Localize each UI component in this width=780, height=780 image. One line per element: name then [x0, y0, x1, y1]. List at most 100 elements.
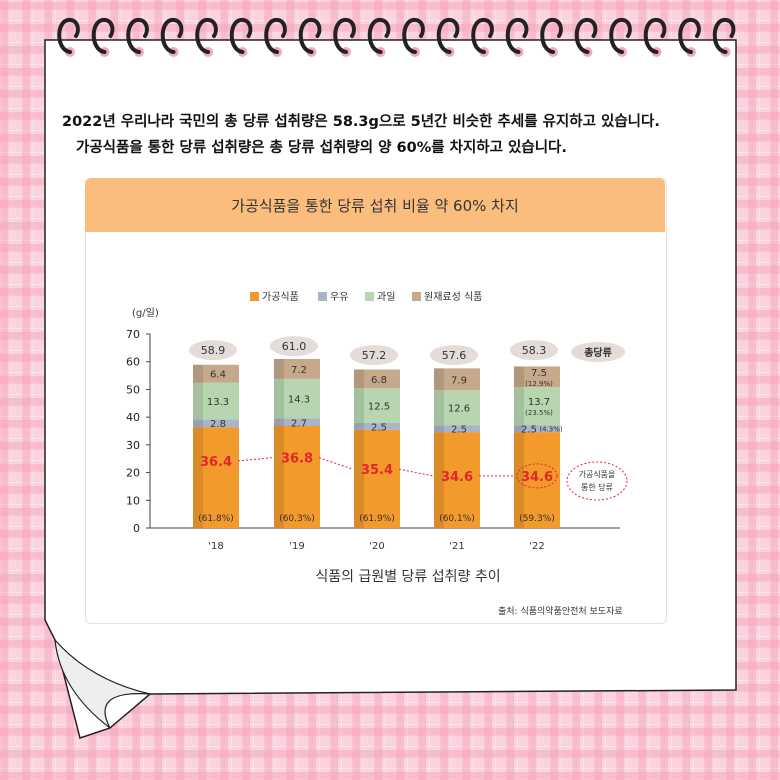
legend-swatch	[365, 292, 374, 301]
total-bubble	[270, 336, 318, 357]
bar-value-label: 7.2	[291, 365, 307, 376]
ring-icon	[471, 17, 494, 54]
annotation-label-2: 통한 당류	[581, 482, 613, 492]
ring-icon	[367, 17, 391, 54]
bar-segment	[354, 422, 400, 430]
ring-icon	[126, 17, 149, 54]
bar-value-label: 2.8	[210, 419, 226, 430]
bar-segment	[354, 369, 400, 389]
trend-arrow	[237, 457, 274, 462]
bar-value-label: 12.5	[368, 402, 390, 413]
bar-segment	[274, 358, 320, 379]
ring-icon	[57, 17, 80, 54]
bar-segment	[193, 364, 239, 383]
x-tick-label: '21	[449, 541, 464, 552]
ring-icon	[643, 17, 667, 54]
bar-segment-shade	[514, 366, 524, 388]
bar-segment-shade	[274, 378, 284, 419]
y-tick-label: 60	[126, 356, 140, 369]
bar-value-label: 2.7	[291, 418, 307, 429]
processed-value-label: 36.8	[281, 452, 313, 467]
ring-icon	[609, 17, 632, 54]
trend-arrow	[398, 468, 434, 477]
bar-value-label: 2.5	[371, 422, 387, 433]
total-bubble	[350, 345, 398, 366]
bar-segment-shade	[514, 425, 524, 433]
ring-icon	[264, 17, 287, 54]
y-tick-label: 70	[126, 328, 140, 341]
bar-segment-shade	[193, 419, 203, 428]
share-label-raw: (12.9%)	[525, 380, 553, 388]
total-value-label: 58.9	[201, 344, 226, 357]
x-tick-label: '22	[529, 541, 544, 552]
legend-label: 우유	[330, 291, 348, 303]
y-tick-label: 0	[133, 522, 140, 535]
annotation-label-1: 가공식품을	[579, 470, 616, 479]
share-label: (61.8%)	[198, 514, 234, 524]
ring-icon	[195, 17, 218, 54]
bar-segment	[193, 382, 239, 420]
bar-value-label: 6.8	[371, 375, 387, 386]
share-label: (60.1%)	[439, 514, 475, 524]
share-label: (60.3%)	[279, 514, 315, 524]
ring-icon	[436, 17, 460, 54]
total-value-label: 61.0	[282, 340, 307, 353]
bar-value-label: 14.3	[288, 395, 310, 406]
bar-segment-shade	[193, 427, 203, 528]
total-value-label: 57.2	[362, 349, 387, 362]
legend-label: 원재료성 식품	[424, 291, 482, 303]
bar-segment-shade	[354, 429, 364, 528]
bar-segment-shade	[434, 368, 444, 391]
legend-swatch	[250, 292, 259, 301]
bar-segment-shade	[514, 432, 524, 528]
bar-segment-shade	[193, 382, 203, 420]
y-tick-label: 40	[126, 411, 140, 424]
total-bubble	[510, 340, 558, 361]
intro-line-2: 가공식품을 통한 당류 섭취량은 총 당류 섭취량의 양 60%를 차지하고 있…	[76, 140, 567, 156]
bar-segment-shade	[354, 388, 364, 423]
total-legend-bubble	[571, 342, 625, 362]
share-label: (61.9%)	[359, 514, 395, 524]
share-label: (59.3%)	[519, 514, 555, 524]
chart-title: 식품의 급원별 당류 섭취량 추이	[315, 569, 501, 585]
bar-value-label: 2.5	[521, 425, 537, 436]
bar-segment-shade	[354, 369, 364, 389]
highlight-circle	[516, 463, 558, 489]
legend-swatch	[318, 292, 327, 301]
bar-value-label: 2.5	[451, 425, 467, 436]
annotation-circle	[566, 461, 628, 501]
bar-segment-shade	[434, 432, 444, 528]
bar-segment	[354, 429, 400, 528]
share-label-milk: (4.3%)	[539, 426, 563, 434]
bar-segment	[514, 432, 560, 528]
bar-segment-shade	[193, 364, 203, 383]
y-tick-label: 30	[126, 439, 140, 452]
bar-value-label: 13.3	[207, 397, 229, 408]
bar-segment	[274, 426, 320, 528]
bar-segment	[274, 418, 320, 427]
ring-icon	[333, 17, 356, 54]
bar-value-label: 7.5	[531, 368, 547, 379]
legend-label: 가공식품	[262, 291, 299, 303]
bar-value-label: 12.6	[448, 404, 470, 415]
processed-value-label: 34.6	[441, 470, 473, 485]
ring-icon	[160, 17, 184, 54]
bar-segment	[193, 419, 239, 428]
bar-segment-shade	[514, 387, 524, 426]
ring-icon	[540, 17, 563, 54]
bar-segment	[514, 387, 560, 426]
bar-value-label: 7.9	[451, 375, 467, 386]
x-tick-label: '19	[289, 541, 304, 552]
ring-icon	[712, 17, 736, 54]
bar-segment-shade	[434, 425, 444, 433]
y-tick-label: 10	[126, 494, 140, 507]
ring-icon	[574, 17, 598, 54]
bar-segment-shade	[274, 418, 284, 427]
share-label-fruit: (23.5%)	[525, 409, 553, 417]
x-tick-label: '18	[208, 541, 223, 552]
y-tick-label: 50	[126, 383, 140, 396]
total-legend-label: 총당류	[584, 346, 612, 359]
bar-segment	[434, 368, 480, 391]
bar-segment	[434, 432, 480, 528]
